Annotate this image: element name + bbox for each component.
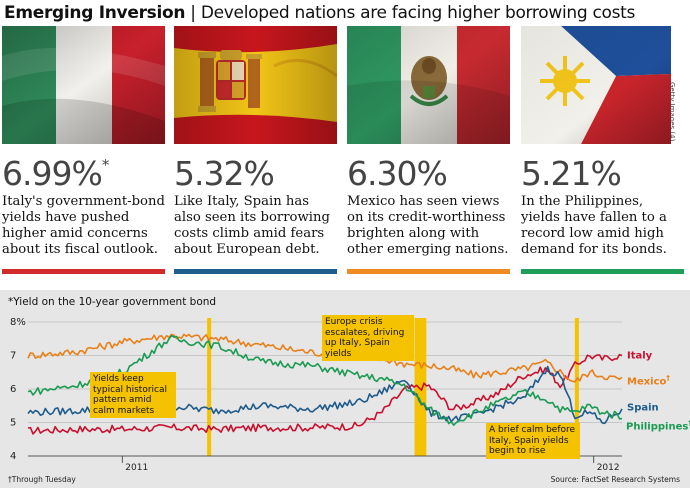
y-tick-label-2: 6 xyxy=(10,384,16,395)
mexico-yield-value: 6.30% xyxy=(347,147,510,192)
italy-color-bar xyxy=(2,269,165,274)
italy-yield-value: 6.99%* xyxy=(2,147,165,192)
highlight-band-1 xyxy=(414,318,427,456)
philippines-flag-image xyxy=(521,26,684,144)
x-tick-label-1: 2012 xyxy=(597,463,620,473)
spain-color-bar xyxy=(174,269,337,274)
philippines-description: In the Philippines, yields have fallen t… xyxy=(521,194,667,257)
country-column-italy: 6.99%* Italy's government-bond yields ha… xyxy=(2,26,165,274)
italy-flag-image xyxy=(2,26,165,144)
series-line-italy xyxy=(27,353,623,435)
header-title: Emerging Inversion xyxy=(4,3,186,23)
series-label-philippines-text: Philippines xyxy=(626,421,689,433)
series-label-spain: Spain xyxy=(627,400,659,413)
header-subtitle: Developed nations are facing higher borr… xyxy=(200,3,636,23)
philippines-yield-number: 5.21% xyxy=(521,154,622,193)
spain-yield-value: 5.32% xyxy=(174,147,337,192)
series-label-spain-text: Spain xyxy=(627,402,659,414)
italy-yield-number: 6.99% xyxy=(2,154,103,193)
annotation-brief-calm: A brief calm before Italy, Spain yields … xyxy=(486,423,580,459)
y-tick-label-1: 5 xyxy=(10,418,16,429)
annotation-europe-crisis: Europe crisis escalates, driving up Ital… xyxy=(322,315,414,361)
mexico-description: Mexico has seen views on its credit-wort… xyxy=(347,194,509,257)
highlight-band-0 xyxy=(207,318,212,456)
header-separator: | xyxy=(190,3,196,23)
philippines-yield-value: 5.21% xyxy=(521,147,684,192)
spain-flag-image xyxy=(174,26,337,144)
page-header: Emerging Inversion | Developed nations a… xyxy=(4,2,688,24)
country-column-spain: 5.32% Like Italy, Spain has also seen it… xyxy=(174,26,337,274)
chart-source: Source: FactSet Research Systems xyxy=(550,475,680,484)
chart-footnote: †Through Tuesday xyxy=(8,475,76,484)
series-label-mexico-text: Mexico xyxy=(627,376,667,388)
mexico-flag-image xyxy=(347,26,510,144)
y-tick-label-0: 4 xyxy=(10,451,16,462)
chart-title: *Yield on the 10-year government bond xyxy=(8,296,217,308)
spain-yield-number: 5.32% xyxy=(174,154,275,193)
spain-description: Like Italy, Spain has also seen its borr… xyxy=(174,194,330,257)
y-tick-label-3: 7 xyxy=(10,351,16,362)
y-tick-label-4: 8% xyxy=(10,317,26,328)
mexico-yield-number: 6.30% xyxy=(347,154,448,193)
series-label-italy-text: Italy xyxy=(627,350,653,362)
x-tick-label-0: 2011 xyxy=(125,463,148,473)
annotation-calm-markets: Yields keep typical historical pattern a… xyxy=(90,372,176,418)
highlight-band-2 xyxy=(574,318,579,456)
series-label-philippines-marker: † xyxy=(688,419,690,427)
series-label-philippines: Philippines† xyxy=(626,419,690,432)
country-column-mexico: 6.30% Mexico has seen views on its credi… xyxy=(347,26,510,274)
italy-yield-marker: * xyxy=(101,156,109,174)
philippines-color-bar xyxy=(521,269,684,274)
series-label-mexico: Mexico† xyxy=(627,374,670,387)
mexico-color-bar xyxy=(347,269,510,274)
series-label-mexico-marker: † xyxy=(666,374,670,382)
country-column-philippines: 5.21% In the Philippines, yields have fa… xyxy=(521,26,684,274)
series-label-italy: Italy xyxy=(627,348,652,361)
italy-description: Italy's government-bond yields have push… xyxy=(2,194,165,257)
